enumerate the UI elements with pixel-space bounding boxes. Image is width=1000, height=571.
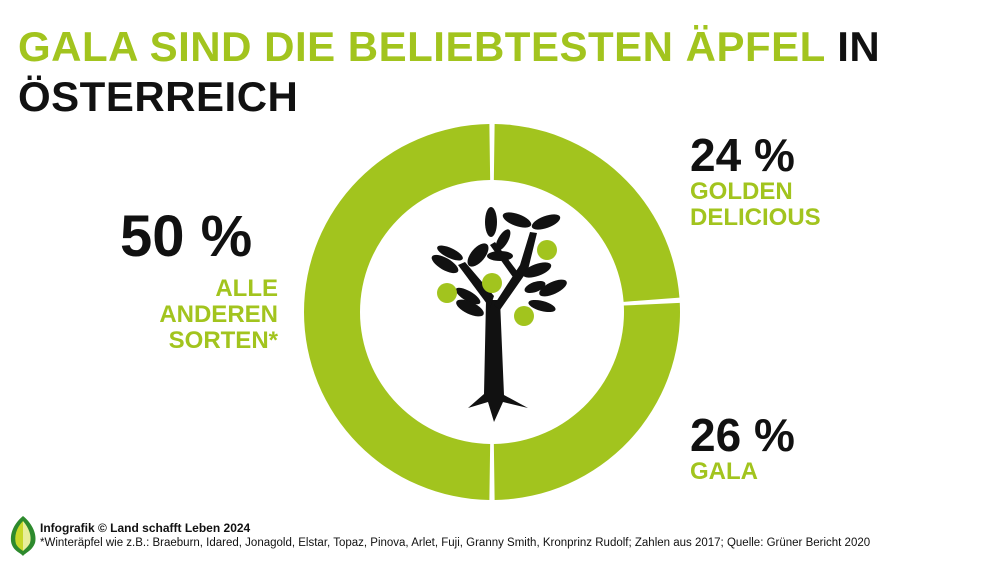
value-label-gala: 26 % [690,409,795,461]
value-label-others: 50 % [120,204,253,269]
label-line: GOLDEN [690,178,793,205]
label-line: SORTEN* [168,327,278,354]
label-line: ALLE [215,275,278,302]
page-title: GALA SIND DIE BELIEBTESTEN ÄPFEL IN ÖSTE… [18,22,880,122]
title-line2: ÖSTERREICH [18,73,299,120]
footer-credit: Infografik © Land schafft Leben 2024 [40,521,251,535]
leaf-logo-icon [10,516,36,556]
label-line: ANDEREN [159,301,278,328]
slice-label-golden: GOLDEN DELICIOUS [690,179,821,231]
label-line: DELICIOUS [690,204,821,231]
donut-slice-2 [493,302,680,500]
slice-label-gala: GALA [690,458,758,485]
slice-label-others: ALLE ANDEREN SORTEN* [159,276,278,354]
footer-note: *Winteräpfel wie z.B.: Braeburn, Idared,… [40,537,871,549]
donut-slice-1 [493,124,680,302]
apple-tree-icon [431,207,567,422]
title-green: GALA SIND DIE BELIEBTESTEN ÄPFEL [18,23,826,70]
donut-slice-3 [303,124,491,500]
title-black: IN [837,23,881,70]
value-label-golden: 24 % [690,129,795,181]
